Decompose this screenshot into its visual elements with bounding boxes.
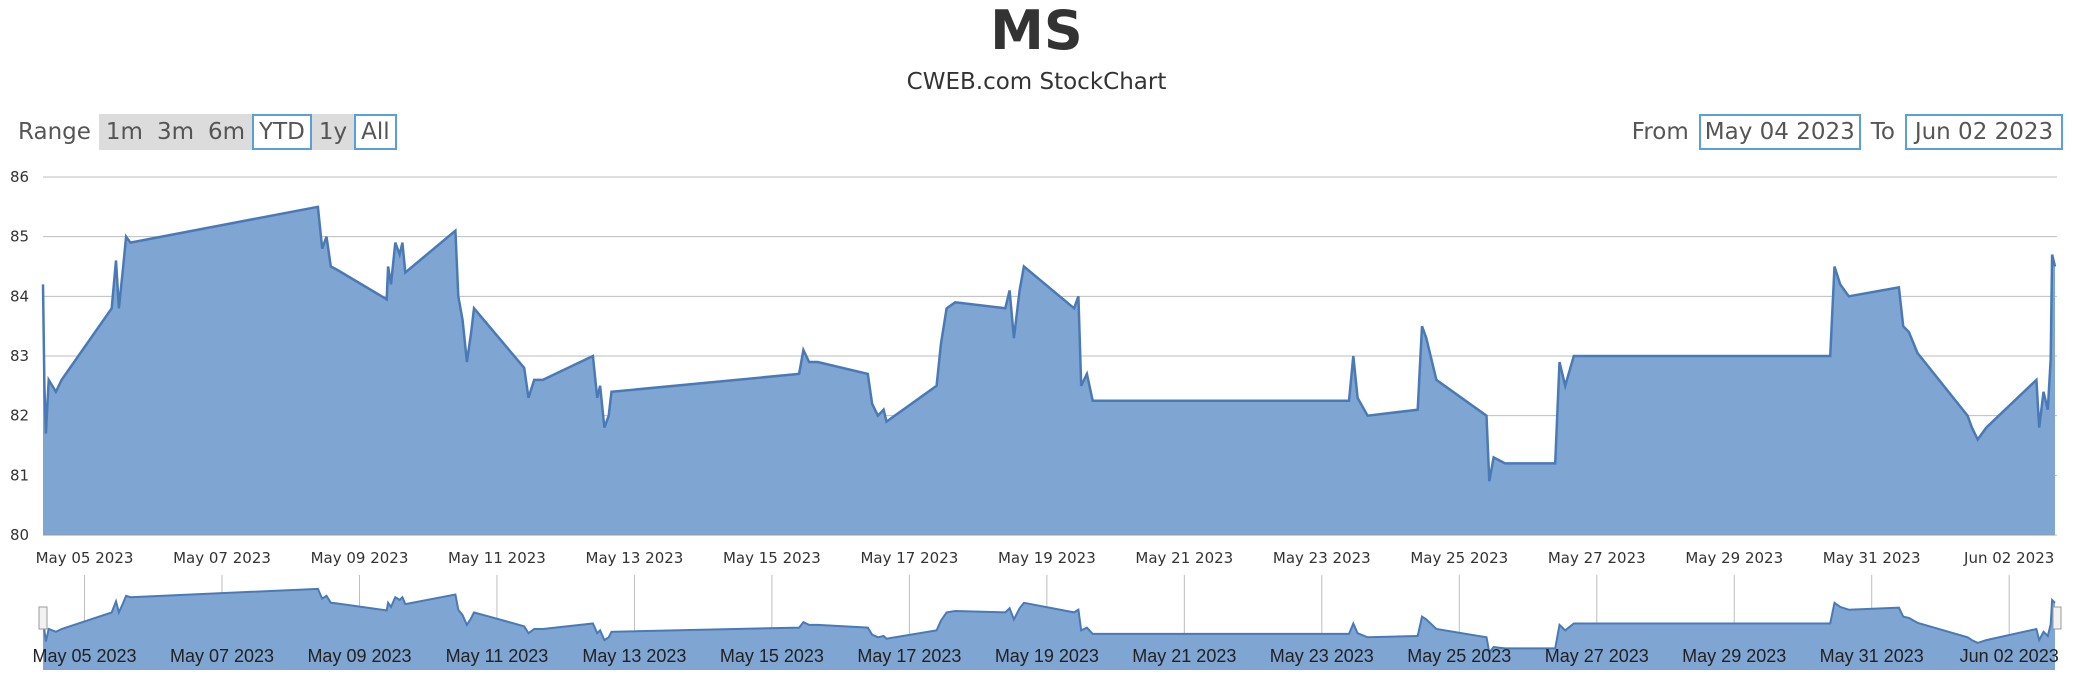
x-tick-label: May 15 2023 <box>723 549 821 567</box>
navigator-tick-label: May 27 2023 <box>1545 646 1649 666</box>
range-button-ytd[interactable]: YTD <box>252 114 312 150</box>
y-tick-label: 80 <box>10 526 29 544</box>
navigator-tick-label: May 17 2023 <box>857 646 961 666</box>
range-button-all[interactable]: All <box>354 114 397 150</box>
chart-title: MS <box>990 0 1083 62</box>
x-tick-label: May 27 2023 <box>1548 549 1646 567</box>
navigator-x-axis: May 05 2023 May 07 2023 May 09 2023 May 11 … <box>32 646 2058 666</box>
x-tick-label: May 07 2023 <box>173 549 271 567</box>
x-tick-label: May 17 2023 <box>860 549 958 567</box>
y-tick-label: 86 <box>10 168 29 186</box>
navigator-tick-label: Jun 02 2023 <box>1960 646 2059 666</box>
x-tick-label: May 21 2023 <box>1135 549 1233 567</box>
y-axis: 80 81 82 83 84 85 86 <box>10 168 29 544</box>
price-line <box>41 205 2057 482</box>
navigator-tick-label: May 23 2023 <box>1270 646 1374 666</box>
x-tick-label: May 13 2023 <box>586 549 684 567</box>
range-selector: Range 1m 3m 6m YTD 1y All <box>18 114 397 150</box>
navigator-line <box>42 587 2056 655</box>
range-button-3m[interactable]: 3m <box>149 114 201 150</box>
x-tick-label: May 09 2023 <box>311 549 409 567</box>
navigator-tick-label: May 31 2023 <box>1820 646 1924 666</box>
to-label: To <box>1870 119 1895 145</box>
navigator-area <box>43 588 2055 670</box>
navigator-handle[interactable] <box>2052 606 2062 630</box>
from-date-input[interactable] <box>1698 114 1861 150</box>
x-tick-label: May 31 2023 <box>1823 549 1921 567</box>
navigator-handles[interactable] <box>38 606 2062 630</box>
range-button-1y[interactable]: 1y <box>311 114 355 150</box>
x-tick-label: May 25 2023 <box>1410 549 1508 567</box>
x-axis: May 05 2023 May 07 2023 May 09 2023 May 11 … <box>36 534 2055 567</box>
navigator-tick-label: May 13 2023 <box>582 646 686 666</box>
navigator-tick-label: May 21 2023 <box>1132 646 1236 666</box>
y-tick-label: 82 <box>10 407 29 425</box>
navigator-tick-label: May 25 2023 <box>1407 646 1511 666</box>
x-tick-label: May 05 2023 <box>36 549 134 567</box>
navigator[interactable]: May 05 2023 May 07 2023 May 09 2023 May 11 … <box>32 575 2062 670</box>
chart-subtitle: CWEB.com StockChart <box>906 69 1167 95</box>
x-tick-label: Jun 02 2023 <box>1963 549 2054 567</box>
navigator-tick-label: May 15 2023 <box>720 646 824 666</box>
navigator-tick-label: May 11 2023 <box>446 646 549 666</box>
navigator-tick-label: May 05 2023 <box>32 646 136 666</box>
range-label: Range <box>18 119 91 145</box>
y-tick-label: 83 <box>10 347 29 365</box>
x-tick-label: May 23 2023 <box>1273 549 1371 567</box>
x-tick-label: May 11 2023 <box>448 549 546 567</box>
range-button-1m[interactable]: 1m <box>98 114 150 150</box>
date-range-inputs: From To <box>1622 114 2063 150</box>
to-date-input[interactable] <box>1905 114 2063 150</box>
y-tick-label: 81 <box>10 466 29 484</box>
navigator-tick-label: May 09 2023 <box>307 646 411 666</box>
navigator-tick-label: May 07 2023 <box>170 646 274 666</box>
price-area <box>43 206 2055 536</box>
x-tick-label: May 29 2023 <box>1685 549 1783 567</box>
from-label: From <box>1631 119 1689 145</box>
navigator-tick-label: May 19 2023 <box>995 646 1099 666</box>
navigator-handle[interactable] <box>38 606 48 630</box>
navigator-tick-label: May 29 2023 <box>1682 646 1786 666</box>
y-tick-label: 84 <box>10 287 29 305</box>
range-button-6m[interactable]: 6m <box>201 114 253 150</box>
y-tick-label: 85 <box>10 228 29 246</box>
x-tick-label: May 19 2023 <box>998 549 1096 567</box>
